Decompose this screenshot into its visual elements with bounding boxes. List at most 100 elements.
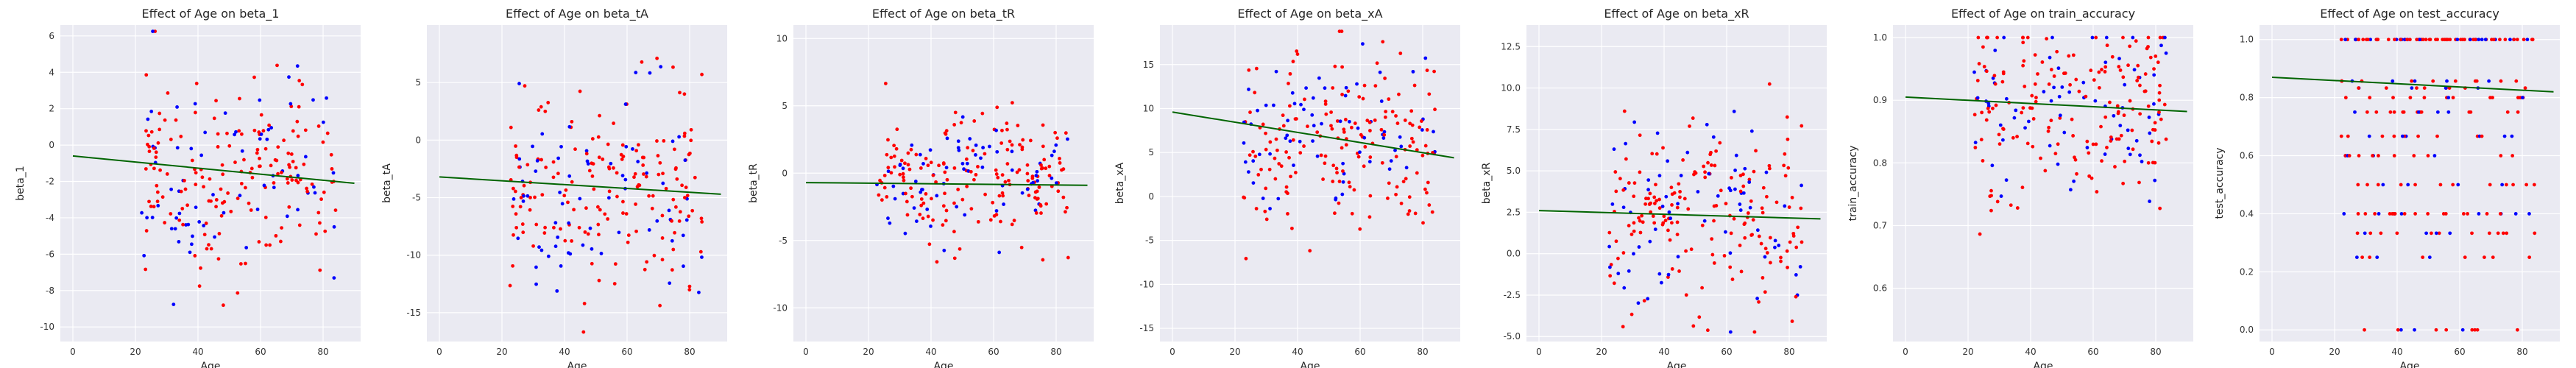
data-point (606, 196, 611, 200)
data-point (697, 290, 701, 294)
data-point (2021, 40, 2025, 45)
y-tick-label: 0 (49, 140, 54, 150)
data-point (1989, 208, 1993, 213)
data-point (2400, 134, 2405, 138)
regression-line (72, 155, 355, 184)
data-point (190, 158, 194, 163)
data-point (671, 197, 676, 202)
data-point (1675, 233, 1680, 236)
data-point (2441, 212, 2446, 216)
data-point (312, 185, 316, 189)
data-point (894, 146, 899, 151)
data-point (1977, 62, 1981, 66)
data-point (2458, 38, 2463, 42)
data-point (1012, 219, 1016, 222)
data-point (1734, 153, 1738, 158)
data-point (2446, 96, 2451, 100)
data-point (1038, 202, 1042, 207)
data-point (1044, 166, 1048, 171)
data-point (219, 213, 224, 218)
data-point (877, 193, 881, 197)
y-tick-label: 5 (415, 77, 421, 88)
data-point (2360, 255, 2365, 259)
data-point (1738, 244, 1742, 247)
data-point (2021, 106, 2025, 110)
data-point (1607, 265, 1612, 269)
data-point (2515, 38, 2519, 42)
data-point (2084, 94, 2088, 99)
data-point (2071, 53, 2076, 57)
data-point (1407, 209, 1412, 213)
data-point (144, 267, 148, 272)
data-point (681, 233, 685, 238)
data-point (2406, 183, 2410, 187)
data-point (1037, 185, 1041, 189)
data-point (2444, 86, 2448, 91)
y-tick-label: 0.0 (2240, 325, 2254, 335)
data-point (183, 178, 186, 183)
x-tick-label: 40 (559, 347, 570, 357)
data-point (238, 194, 242, 198)
data-point (229, 209, 233, 213)
data-point (943, 131, 947, 135)
data-point (1786, 166, 1791, 170)
data-point (2146, 35, 2151, 40)
data-point (1361, 96, 1365, 101)
data-point (257, 130, 261, 134)
data-point (1025, 187, 1030, 191)
data-point (658, 160, 662, 165)
data-point (1273, 177, 1278, 181)
data-point (934, 180, 938, 184)
data-point (962, 167, 966, 171)
data-point (641, 163, 645, 167)
data-point (296, 208, 300, 212)
x-tick-label: 20 (130, 347, 141, 357)
data-point (556, 171, 560, 176)
data-point (214, 99, 218, 103)
data-point (194, 183, 198, 187)
data-point (1285, 133, 1289, 138)
data-point (2146, 104, 2151, 108)
data-point (553, 244, 558, 249)
data-point (1292, 163, 1295, 167)
data-point (2164, 137, 2168, 141)
data-point (1691, 116, 1695, 120)
data-point (2500, 183, 2505, 187)
data-point (518, 205, 523, 209)
data-point (1323, 154, 1328, 158)
data-point (2090, 35, 2095, 40)
data-point (1702, 219, 1707, 223)
data-point (1268, 140, 1273, 144)
data-point (1627, 269, 1631, 273)
data-point (1337, 180, 1342, 183)
data-point (1750, 233, 1754, 237)
data-point (1381, 136, 1386, 140)
data-point (282, 138, 286, 143)
data-point (651, 194, 655, 198)
data-point (941, 204, 946, 208)
data-point (1728, 251, 1733, 255)
data-point (941, 223, 945, 227)
data-point (1055, 136, 1059, 141)
data-point (156, 141, 160, 145)
data-point (620, 158, 624, 161)
data-point (1759, 241, 1763, 246)
data-point (662, 138, 666, 143)
data-point (1251, 159, 1256, 163)
data-point (584, 149, 589, 153)
data-point (1614, 239, 1618, 244)
data-point (1761, 185, 1766, 190)
data-point (191, 234, 194, 238)
data-point (945, 136, 949, 141)
data-point (533, 195, 537, 199)
x-tick-label: 20 (1229, 347, 1240, 357)
data-point (659, 65, 663, 69)
data-point (2505, 231, 2509, 236)
data-point (1654, 183, 1657, 187)
data-point (2407, 38, 2412, 42)
data-point (893, 165, 896, 169)
data-point (1264, 147, 1268, 152)
y-tick-label: 1.0 (2240, 35, 2254, 45)
data-point (332, 276, 336, 280)
data-point (1785, 115, 1789, 119)
